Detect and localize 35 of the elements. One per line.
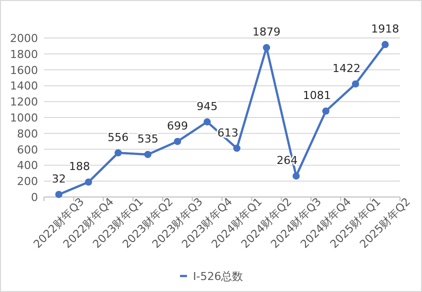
y-tick-label: 1600 — [10, 64, 38, 77]
data-label: 945 — [196, 100, 218, 113]
point — [144, 150, 152, 158]
data-label: 699 — [167, 119, 188, 132]
legend-label: I-526总数 — [193, 270, 244, 283]
point — [262, 44, 270, 52]
point — [322, 107, 330, 115]
point — [114, 149, 122, 156]
y-tick-label: 600 — [17, 143, 38, 156]
point — [174, 138, 182, 146]
data-label: 535 — [137, 132, 158, 146]
data-label: 1422 — [332, 62, 360, 75]
data-label: 188 — [69, 160, 90, 174]
point — [84, 178, 92, 186]
data-label: 32 — [52, 172, 66, 186]
point — [204, 118, 211, 126]
point — [352, 80, 360, 88]
y-tick-label: 2000 — [10, 32, 38, 45]
y-tick-label: 1400 — [10, 80, 38, 93]
point — [382, 40, 389, 48]
y-tick-label: 1800 — [10, 48, 38, 61]
point — [292, 172, 300, 180]
y-tick-label: 800 — [17, 127, 38, 140]
point — [233, 144, 240, 152]
data-label: 1879 — [252, 26, 280, 39]
data-label: 1918 — [371, 22, 400, 36]
y-tick-label: 0 — [31, 191, 38, 204]
y-tick-label: 1000 — [10, 112, 38, 124]
data-label: 556 — [108, 130, 129, 144]
y-tick-label: 200 — [17, 175, 38, 188]
y-tick-label: 1200 — [10, 96, 38, 109]
legend: I-526总数 — [180, 270, 244, 283]
data-label: 1081 — [302, 89, 331, 102]
point — [55, 190, 62, 198]
y-tick-label: 400 — [17, 159, 38, 172]
